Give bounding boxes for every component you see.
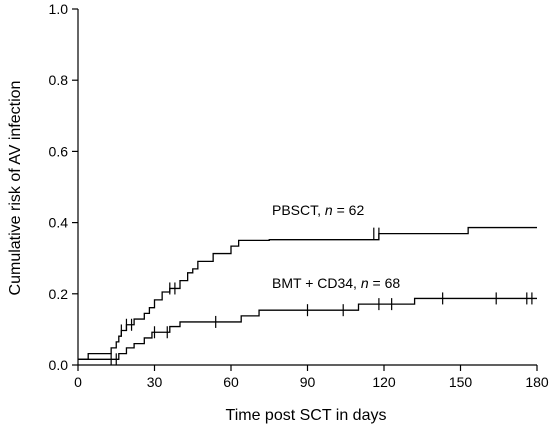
series <box>78 226 537 366</box>
y-tick-label: 0.0 <box>49 357 69 373</box>
x-tick-label: 90 <box>300 374 316 390</box>
series-label-suffix: = 68 <box>369 275 401 291</box>
series-label-prefix: BMT + CD34, <box>272 275 361 291</box>
x-axis-title: Time post SCT in days <box>226 407 387 424</box>
series-label-suffix: = 62 <box>333 202 365 218</box>
series-0 <box>78 226 537 360</box>
x-tick-label: 120 <box>372 374 396 390</box>
y-tick-label: 0.2 <box>49 286 69 302</box>
series-label-n: n <box>361 275 369 291</box>
series-1 <box>78 292 537 366</box>
x-tick-label: 0 <box>74 374 82 390</box>
series-label: PBSCT, n = 62 <box>272 202 364 218</box>
x-tick-label: 150 <box>449 374 473 390</box>
y-tick-label: 0.6 <box>49 143 69 159</box>
x-tick-label: 60 <box>223 374 239 390</box>
y-tick-label: 0.4 <box>49 215 69 231</box>
ticks: 0.0 0.2 0.4 0.6 0.8 1.0 0 30 60 90 120 150 180 <box>49 1 549 390</box>
series-label-prefix: PBSCT, <box>272 202 325 218</box>
x-tick-label: 30 <box>147 374 163 390</box>
series-label: BMT + CD34, n = 68 <box>272 275 400 291</box>
y-tick-label: 0.8 <box>49 72 69 88</box>
series-label-n: n <box>325 202 333 218</box>
y-axis-title: Cumulative risk of AV infection <box>7 81 24 296</box>
x-tick-label: 180 <box>525 374 549 390</box>
series-line <box>78 226 537 360</box>
labels: PBSCT, n = 62 BMT + CD34, n = 68 <box>272 202 400 291</box>
y-tick-label: 1.0 <box>49 1 69 17</box>
series-line <box>78 297 537 360</box>
